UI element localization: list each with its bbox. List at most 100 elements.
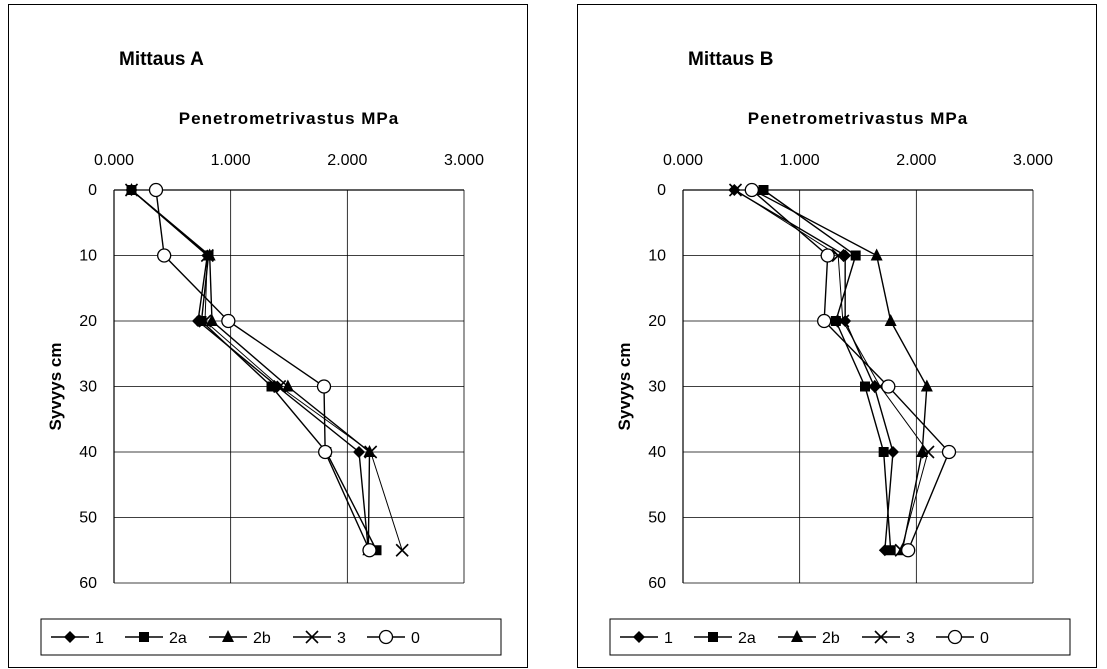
chart-a-legend-label-2b: 2b [253,630,271,647]
chart-b-ylabel: Syvyys cm [615,343,634,431]
chart-a-legend-marker-3 [305,630,319,644]
chart-b-series-3-point [921,445,935,459]
chart-b-y-tick-label: 0 [657,182,666,199]
chart-b-title: Mittaus B [688,49,774,70]
chart-a-ylabel: Syvyys cm [46,343,65,431]
chart-b-series-2a-point [860,381,870,392]
chart-a-series-3-point-stroke-2 [198,314,212,328]
chart-b-series-1-point [868,380,881,393]
chart-panel-mittaus-a: Mittaus A Penetrometrivastus MPa Syvyys cm… [8,4,528,668]
chart-a-x-tick-label: 1.000 [211,152,251,169]
chart-b-series-2b [747,183,933,556]
chart-b-legend-label-2b: 2b [822,630,840,647]
chart-a-series-3-point-stroke-2 [200,248,214,263]
chart-b-series-2a-line [763,189,892,551]
chart-b-xlabel: Penetrometrivastus MPa [748,109,968,128]
chart-b-series-1-point [878,544,891,557]
chart-a-series-0 [148,182,377,558]
chart-a-series-0-point [318,444,333,460]
chart-a-series-2a-point [196,316,207,326]
chart-a-series-2a [126,185,382,556]
chart-b-x-tick-label: 3.000 [1013,152,1053,169]
chart-a-series-3-point-stroke-2 [273,379,287,394]
chart-a-legend-label-1: 1 [95,630,104,647]
chart-a-series-2b-point [281,379,294,392]
chart-a-series-3-point-stroke-2 [364,445,378,459]
chart-b-series-0-line [751,189,950,551]
chart-a-legend-marker-0 [378,629,394,645]
chart-b-y-tick-label: 10 [648,248,666,265]
chart-b-series-3-point [728,183,743,197]
chart-b-svg: Mittaus B Penetrometrivastus MPa Syvyys cm… [609,49,1071,656]
chart-b-series-3-point-stroke-2 [836,314,850,328]
chart-a-series-2b-point [206,314,218,326]
chart-b-series-3 [728,183,935,557]
chart-b-series-2a-point [830,316,841,326]
chart-a-series-1-point [353,446,365,458]
chart-a-legend-marker-2b [222,630,234,642]
chart-a-series-2b-line [131,189,371,551]
chart-b-series-1-point [839,315,852,327]
chart-b-series-2a-point [850,250,861,261]
chart-b-series-0-point [744,182,759,198]
chart-b-legend-marker-2a [708,632,718,642]
chart-a-series-2a-line [131,189,378,551]
chart-b-y-tick-label: 40 [648,444,666,461]
chart-a-xlabel: Penetrometrivastus MPa [179,109,399,128]
chart-b-series-2a [758,185,896,556]
chart-b-series-3-point-stroke-2 [831,248,845,263]
chart-b-legend-box [609,618,1071,656]
chart-b-series-0-point [817,313,832,329]
chart-b-series-0-point [941,444,957,460]
chart-a-title: Mittaus A [119,49,204,70]
chart-b-series-2b-point [870,248,883,261]
chart-b-series-0-point [820,248,835,263]
chart-b-series-1 [728,184,899,557]
chart-b-series-2a-point [885,545,896,556]
chart-a-legend-label-0: 0 [411,630,420,647]
chart-a-legend-label-2a: 2a [169,630,187,647]
chart-a-y-tick-label: 50 [79,510,97,527]
chart-a-y-tick-label: 30 [79,379,97,396]
chart-b-legend-marker-2b [791,630,803,642]
chart-b-y-tick-label: 50 [648,510,666,527]
chart-b-series-2a-point [758,185,769,195]
chart-a-y-tick-label: 60 [79,575,97,592]
chart-a-legend-label-3: 3 [337,630,346,647]
chart-b-legend: 1 2a 2b 3 0 [609,618,1071,656]
chart-a-series-3-point [273,379,287,394]
chart-a-legend-marker-3-stroke-2 [305,630,319,644]
chart-b-legend-label-2a: 2a [738,630,756,647]
chart-b-series-3-line [735,189,929,551]
chart-b-legend-marker-0 [947,629,963,645]
chart-a-x-tick-label: 2.000 [327,152,367,169]
chart-b-series-2b-line [752,189,928,551]
chart-a-y-tick-label: 0 [88,182,97,199]
chart-b-legend-label-3: 3 [906,630,915,647]
chart-b-legend-marker-3-stroke-2 [874,630,888,644]
chart-a-x-tick-label: 0.000 [94,152,134,169]
chart-a-legend-marker-1 [64,631,76,643]
chart-a-series-3-point [124,183,139,197]
chart-b-grid [683,190,1034,584]
chart-a-series-2b [125,183,376,556]
chart-b-y-tick-label: 20 [648,313,666,330]
chart-a-series-3-point-stroke-2 [124,183,139,197]
chart-b-series-0-point [901,543,916,558]
chart-a-series-3-point [200,248,214,263]
chart-a-series-2a-point [266,381,277,392]
chart-b-series-1-point [839,249,852,262]
chart-b-series-0-point [881,379,896,394]
chart-b-x-tick-label: 0.000 [663,152,703,169]
chart-a-y-tick-label: 40 [79,444,97,461]
chart-b-series-0 [744,182,957,558]
chart-b-y-tick-label: 60 [648,575,666,592]
chart-a-legend-box [40,618,502,656]
chart-b-legend-marker-3 [874,630,888,644]
chart-a-series-1-line [131,189,370,551]
chart-b-series-3-point-stroke-2 [728,183,743,197]
chart-a-legend-marker-2a [139,632,149,642]
chart-b-series-2a-point [878,447,889,457]
chart-b-series-3-point-stroke-2 [921,445,935,459]
chart-a-svg: Mittaus A Penetrometrivastus MPa Syvyys cm… [40,49,502,656]
